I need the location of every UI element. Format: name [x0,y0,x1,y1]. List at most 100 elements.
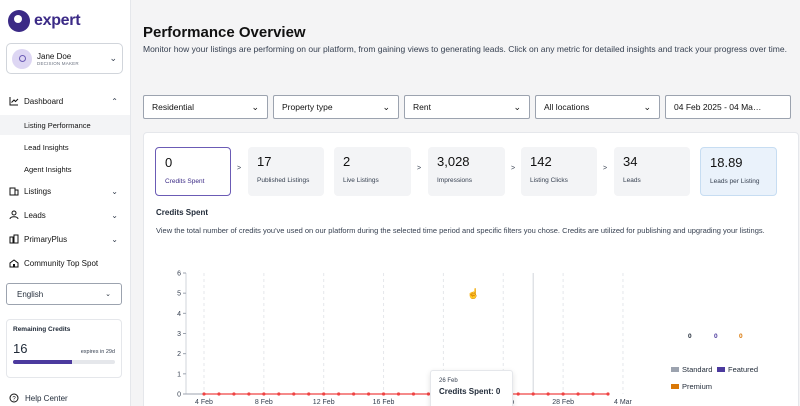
filter-date-range[interactable]: 04 Feb 2025 - 04 Ma… [665,95,791,119]
logo-icon [8,10,30,32]
data-point [381,392,386,396]
sidebar: expert Jane Doe DECISION MAKER ⌄ Dashboa… [0,0,131,406]
chevron-down-icon: ⌄ [111,186,118,196]
kpi-live-listings[interactable]: 2 Live Listings [334,147,411,196]
filter-category-value: Residential [152,102,195,112]
chevron-down-icon: ⌄ [513,101,521,112]
chevron-right-icon: > [237,165,242,172]
nav-dashboard-label: Dashboard [24,96,64,106]
tooltip-value: Credits Spent: 0 [439,387,501,396]
avatar [12,48,32,69]
data-point [576,392,580,396]
kpi-label: Live Listings [343,177,379,184]
data-point [396,392,401,396]
legend-label: Featured [728,365,759,374]
credits-progress-fill [13,360,73,364]
legend-swatch [671,367,679,372]
filter-category[interactable]: Residential ⌄ [143,95,268,119]
kpi-impressions[interactable]: 3,028 Impressions [428,147,505,196]
nav-leads-label: Leads [24,210,46,220]
help-center-label: Help Center [25,393,68,403]
data-point [516,392,520,396]
y-tick-label: 0 [177,392,181,399]
filter-property-type-value: Property type [282,102,333,112]
building-icon [9,187,19,196]
x-tick-label: 28 Feb [552,399,574,406]
sidebar-item-listing-performance[interactable]: Listing Performance [0,115,130,135]
help-center-link[interactable]: ? Help Center [9,393,68,403]
chevron-down-icon: ⌄ [111,234,118,244]
page-title: Performance Overview [143,24,306,41]
chevron-down-icon: ⌄ [251,101,259,112]
kpi-leads-per-listing[interactable]: 18.89 Leads per Listing [700,147,777,196]
credits-progress [13,360,115,364]
legend-value-premium: 0 [739,333,743,340]
data-point [292,392,296,396]
chevron-down-icon: ⌄ [111,210,118,220]
chevron-right-icon: > [417,165,422,172]
data-point [591,392,595,396]
data-point [232,392,236,396]
y-tick-label: 6 [177,271,181,278]
data-point [247,392,251,396]
help-icon: ? [9,393,19,403]
sidebar-item-label: Agent Insights [24,164,72,174]
kpi-label: Listing Clicks [530,177,568,184]
data-point [262,392,266,396]
sidebar-item-agent-insights[interactable]: Agent Insights [0,159,130,179]
person-icon [9,210,19,220]
x-tick-label: 12 Feb [313,399,335,406]
data-point [322,392,326,396]
x-tick-label: 4 Feb [195,399,213,406]
filter-purpose[interactable]: Rent ⌄ [404,95,530,119]
kpi-credits-spent[interactable]: 0 Credits Spent [155,147,231,196]
kpi-value: 34 [623,154,638,169]
filter-property-type[interactable]: Property type ⌄ [273,95,399,119]
data-point [277,392,281,396]
sidebar-item-label: Listing Performance [24,120,91,130]
nav-leads[interactable]: Leads ⌄ [0,205,130,225]
user-name: Jane Doe [37,51,72,61]
y-tick-label: 1 [177,371,181,378]
nav-listings[interactable]: Listings ⌄ [0,181,130,201]
sidebar-item-label: Lead Insights [24,142,69,152]
nav-community-label: Community Top Spot [24,258,99,268]
data-point [307,392,311,396]
legend-swatch [717,367,725,372]
filter-purpose-value: Rent [413,102,431,112]
kpi-published-listings[interactable]: 17 Published Listings [248,147,324,196]
nav-community-top-spot[interactable]: Community Top Spot [0,253,130,273]
data-point [426,392,431,396]
nav-dashboard[interactable]: Dashboard ⌃ [0,91,130,111]
legend-featured[interactable]: Featured [717,365,758,374]
legend-standard[interactable]: Standard [671,365,712,374]
data-point [561,392,565,396]
data-point [352,392,356,396]
sidebar-item-lead-insights[interactable]: Lead Insights [0,137,130,157]
logo[interactable]: expert [8,10,81,32]
kpi-label: Credits Spent [165,178,205,185]
data-point [366,392,371,396]
nav-primary-plus[interactable]: PrimaryPlus ⌄ [0,229,130,249]
kpi-leads[interactable]: 34 Leads [614,147,690,196]
section-description: View the total number of credits you've … [156,226,765,235]
filter-location[interactable]: All locations ⌄ [535,95,660,119]
x-tick-label: 8 Feb [255,399,273,406]
user-menu[interactable]: Jane Doe DECISION MAKER ⌄ [6,43,123,74]
x-tick-label: 4 Mar [614,399,633,406]
y-tick-label: 3 [177,331,181,338]
credits-title: Remaining Credits [13,326,71,333]
main-content: Performance Overview Monitor how your li… [131,0,800,406]
language-select[interactable]: English ⌄ [6,283,122,305]
filter-date-range-value: 04 Feb 2025 - 04 Ma… [674,102,762,112]
chevron-down-icon: ⌄ [105,291,111,298]
mouse-cursor-icon: ☝ [467,289,480,300]
section-title: Credits Spent [156,208,209,217]
data-point [337,392,341,396]
legend-premium[interactable]: Premium [671,382,712,391]
y-tick-label: 5 [177,291,181,298]
data-point [546,392,550,396]
data-point [531,392,535,396]
kpi-listing-clicks[interactable]: 142 Listing Clicks [521,147,597,196]
credits-value: 16 [13,341,28,356]
